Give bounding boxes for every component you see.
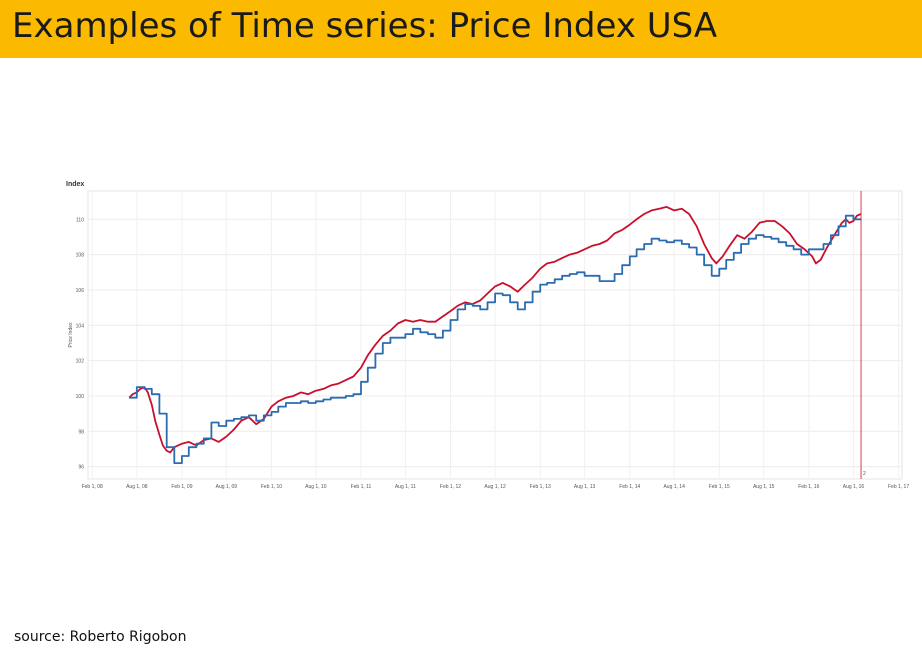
y-tick-label: 100 bbox=[76, 394, 85, 400]
price-index-chart: 96 98 100 102 104 106 108 110 Feb 1, 08 Aug 1, 08… bbox=[66, 181, 909, 490]
y-tick-label: 98 bbox=[78, 429, 84, 435]
y-tick-label: 104 bbox=[76, 323, 85, 329]
x-tick-label: Feb 1, 11 bbox=[351, 484, 372, 490]
y-tick-label: 110 bbox=[76, 217, 84, 223]
x-tick-label: Aug 1, 10 bbox=[305, 484, 327, 490]
x-tick-label: Feb 1, 09 bbox=[171, 484, 192, 490]
x-tick-label: Aug 1, 08 bbox=[126, 484, 148, 490]
y-axis-label: Price Index bbox=[68, 322, 74, 348]
x-tick-label: Aug 1, 09 bbox=[216, 484, 238, 490]
x-tick-label: Aug 1, 15 bbox=[753, 484, 775, 490]
x-tick-label: Aug 1, 13 bbox=[574, 484, 596, 490]
x-tick-label: Feb 1, 14 bbox=[619, 484, 640, 490]
x-tick-label: Aug 1, 14 bbox=[663, 484, 685, 490]
series-line-red bbox=[128, 206, 862, 454]
x-tick-label: Feb 1, 15 bbox=[709, 484, 730, 490]
chart-container: 96 98 100 102 104 106 108 110 Feb 1, 08 Aug 1, 08… bbox=[0, 170, 922, 504]
series-line-blue bbox=[129, 214, 861, 464]
y-tick-label: 96 bbox=[78, 465, 84, 471]
y-tick-label: 102 bbox=[76, 359, 85, 365]
y-axis-title: Index bbox=[66, 181, 84, 188]
x-tick-label: Aug 1, 11 bbox=[395, 484, 416, 490]
y-tick-label: 108 bbox=[76, 253, 85, 259]
x-tick-label: Aug 1, 12 bbox=[484, 484, 506, 490]
x-tick-label: Feb 1, 17 bbox=[888, 484, 909, 490]
x-tick-label: Feb 1, 08 bbox=[82, 484, 103, 490]
x-tick-label: Feb 1, 12 bbox=[440, 484, 461, 490]
x-tick-label: Aug 1, 16 bbox=[843, 484, 865, 490]
title-bar: Examples of Time series: Price Index USA bbox=[0, 0, 922, 58]
x-tick-label: Feb 1, 16 bbox=[798, 484, 819, 490]
x-tick-label: Feb 1, 10 bbox=[261, 484, 282, 490]
marker-label: 2 bbox=[863, 471, 866, 477]
slide-title: Examples of Time series: Price Index USA bbox=[12, 6, 718, 46]
x-tick-label: Feb 1, 13 bbox=[530, 484, 551, 490]
source-note: source: Roberto Rigobon bbox=[14, 629, 187, 645]
y-tick-label: 106 bbox=[76, 288, 85, 294]
